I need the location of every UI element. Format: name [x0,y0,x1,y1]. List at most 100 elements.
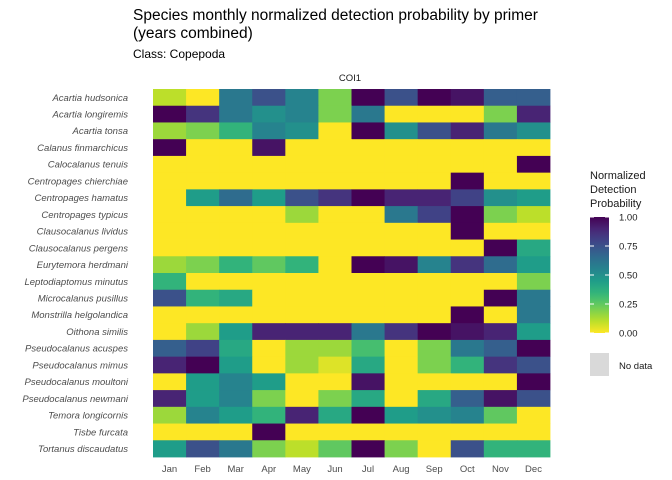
heatmap-cell [285,172,319,190]
heatmap-cell [285,139,319,157]
heatmap-cell [351,139,385,157]
x-tick-label: Jul [362,464,374,475]
heatmap-cell [450,273,485,291]
heatmap-cell [153,339,187,358]
heatmap-cell [153,423,187,441]
heatmap-cell [516,323,551,341]
heatmap-cell [153,289,187,307]
heatmap-cell [186,323,220,341]
heatmap-cell [351,155,385,174]
heatmap-cell [318,390,352,408]
heatmap-cell [153,306,187,324]
heatmap-cell [285,155,319,174]
heatmap-cell [252,172,286,190]
heatmap-cell [153,323,187,341]
no-data-swatch [590,353,609,376]
heatmap-cell [351,256,385,274]
heatmap-cell [219,189,253,207]
heatmap-cell [483,206,518,224]
heatmap-cell [252,390,286,408]
heatmap-cell [450,373,485,391]
heatmap-cell [318,423,352,441]
y-tick-label: Temora longicornis [48,411,128,422]
heatmap-cell [318,323,352,341]
heatmap-cell [285,406,319,424]
x-axis-labels: Jan Feb Mar Apr May Jun Jul Aug Sep Oct Nov Dec [162,464,542,475]
heatmap-cell [417,273,452,291]
heatmap-cell [219,390,253,408]
heatmap-cell [351,189,385,207]
heatmap-cell [516,306,551,324]
heatmap-cell [384,105,419,123]
heatmap-cell [285,373,319,391]
heatmap-cell [285,105,319,123]
heatmap-cell [450,155,485,174]
heatmap-cell [285,206,319,224]
heatmap-cell [417,323,452,341]
heatmap-cell [417,373,452,391]
heatmap-cell [483,289,518,307]
heatmap-cell [417,139,452,157]
heatmap-cell [483,155,518,174]
heatmap-cell [483,105,518,123]
heatmap-cell [153,440,187,458]
heatmap-cell [285,289,319,307]
heatmap-cell [252,306,286,324]
heatmap-cell [186,105,220,123]
heatmap-cell [483,89,518,107]
heatmap-cell [351,373,385,391]
x-tick-label: Mar [228,464,244,475]
heatmap-cell [384,323,419,341]
heatmap-cell [351,423,385,441]
legend-title-line-1: Normalized [590,170,646,182]
heatmap-cell [318,222,352,240]
heatmap-cell [417,440,452,458]
heatmap-cell [417,256,452,274]
x-tick-label: Aug [393,464,410,475]
heatmap-cell [219,206,253,224]
heatmap-cell [384,356,419,374]
heatmap-cell [351,89,385,107]
heatmap-cell [384,306,419,324]
heatmap-cell [318,206,352,224]
heatmap-cell [219,306,253,324]
heatmap-cell [186,306,220,324]
heatmap-cell [384,423,419,441]
heatmap-cell [384,289,419,307]
heatmap-cell [285,239,319,257]
heatmap-cell [285,222,319,240]
y-tick-label: Calanus finmarchicus [37,143,128,154]
heatmap-cell [153,189,187,207]
heatmap-cell [186,89,220,107]
heatmap-cell [285,440,319,458]
heatmap-cell [516,122,551,140]
y-tick-label: Oithona similis [66,327,128,338]
heatmap-cell [384,222,419,240]
colorbar-tick-label: 0.00 [619,328,638,339]
heatmap-cell [384,339,419,358]
heatmap-cell [516,339,551,358]
heatmap-cell [351,289,385,307]
heatmap-cell [384,122,419,140]
heatmap-cell [318,239,352,257]
y-tick-label: Microcalanus pusillus [38,294,129,305]
heatmap-cell [186,222,220,240]
y-tick-label: Centropages typicus [41,210,128,221]
heatmap-cell [318,339,352,358]
heatmap-cell [417,423,452,441]
heatmap-cell [417,390,452,408]
heatmap-cell [252,373,286,391]
heatmap-cell [417,189,452,207]
heatmap-cell [483,323,518,341]
heatmap-cell [219,339,253,358]
heatmap-cell [153,256,187,274]
heatmap-cell [252,122,286,140]
heatmap-cell [516,423,551,441]
heatmap-cell [219,122,253,140]
heatmap-cell [384,89,419,107]
heatmap-cell [186,423,220,441]
heatmap-cell [450,239,485,257]
heatmap-cell [351,122,385,140]
y-tick-label: Calocalanus tenuis [48,160,129,171]
heatmap-cell [483,406,518,424]
